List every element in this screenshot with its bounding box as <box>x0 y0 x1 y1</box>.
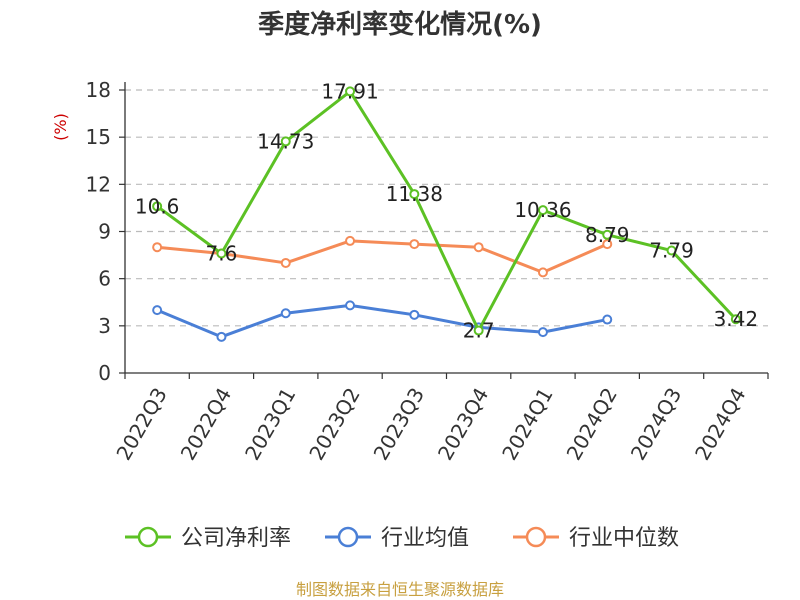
series-1-point-6 <box>537 327 548 338</box>
data-label-5: 2.7 <box>463 319 495 343</box>
series-0-point-8 <box>666 245 677 256</box>
series-2-point-6 <box>537 267 548 278</box>
series-0 <box>152 86 741 336</box>
series-1-point-1 <box>216 331 227 342</box>
series-0-point-0 <box>152 201 163 212</box>
series-1-point-0 <box>152 305 163 316</box>
series-0-point-9 <box>730 314 741 325</box>
series-0-point-1 <box>216 248 227 259</box>
series-group <box>152 86 741 342</box>
data-label-3: 17.91 <box>321 79 378 103</box>
data-label-1: 7.6 <box>206 242 238 266</box>
data-label-2: 14.73 <box>257 129 314 153</box>
data-label-4: 11.38 <box>386 182 443 206</box>
legend-label-1: 行业均值 <box>381 526 469 551</box>
legend-label-0: 公司净利率 <box>181 526 291 551</box>
series-0-point-6 <box>537 205 548 216</box>
legend-item-1[interactable]: 行业均值 <box>325 526 469 551</box>
series-2-point-4 <box>409 239 420 250</box>
x-tick-label-1: 2022Q4 <box>176 384 236 465</box>
y-axis-ticks: 0 3 6 9 12 15 18 <box>86 78 125 385</box>
y-tick-label-5: 15 <box>86 125 111 149</box>
series-2-point-5 <box>473 242 484 253</box>
series-2-point-3 <box>345 235 356 246</box>
legend-marker-0 <box>137 526 159 548</box>
data-label-8: 7.79 <box>649 239 694 263</box>
series-1 <box>152 300 613 342</box>
legend-label-2: 行业中位数 <box>569 526 679 551</box>
y-axis-label: (%) <box>51 113 70 141</box>
x-tick-label-8: 2024Q3 <box>626 384 686 465</box>
chart-title: 季度净利率变化情况(%) <box>258 9 542 40</box>
y-tick-label-0: 0 <box>98 361 111 385</box>
legend-item-2[interactable]: 行业中位数 <box>513 526 679 551</box>
legend-marker-2 <box>525 526 547 548</box>
legend-item-0[interactable]: 公司净利率 <box>125 526 291 551</box>
y-tick-label-6: 18 <box>86 78 111 102</box>
x-tick-label-5: 2023Q4 <box>433 384 493 465</box>
x-tick-label-9: 2024Q4 <box>690 384 750 465</box>
series-1-point-4 <box>409 309 420 320</box>
data-label-6: 10.36 <box>514 198 571 222</box>
y-tick-label-2: 6 <box>98 267 111 291</box>
series-2-point-2 <box>280 257 291 268</box>
series-2-point-7 <box>602 239 613 250</box>
x-axis-ticks: 2022Q3 2022Q4 2023Q1 2023Q2 2023Q3 2023Q4 2024… <box>111 373 769 465</box>
y-tick-label-4: 12 <box>86 172 111 196</box>
data-label-0: 10.6 <box>135 194 180 218</box>
legend[interactable]: 公司净利率 行业均值 行业中位数 <box>125 526 679 551</box>
series-line-1 <box>156 303 608 339</box>
series-0-point-7 <box>602 229 613 240</box>
series-1-point-7 <box>602 314 613 325</box>
x-tick-label-6: 2024Q1 <box>497 384 557 465</box>
x-tick-label-7: 2024Q2 <box>562 384 622 465</box>
series-0-point-3 <box>345 86 356 97</box>
series-line-2 <box>157 239 608 274</box>
axes <box>124 82 768 374</box>
x-tick-label-2: 2023Q1 <box>240 384 300 465</box>
series-1-point-2 <box>280 308 291 319</box>
x-tick-label-0: 2022Q3 <box>111 384 171 465</box>
series-1-point-3 <box>345 300 356 311</box>
series-0-point-4 <box>409 189 420 200</box>
source-note: 制图数据来自恒生聚源数据库 <box>296 580 504 599</box>
series-line-0 <box>156 89 737 333</box>
y-tick-label-3: 9 <box>98 220 111 244</box>
data-labels: 10.6 7.6 14.73 17.91 11.38 2.7 10.36 8.79 7.79 3.… <box>135 79 758 342</box>
x-tick-label-3: 2023Q2 <box>304 384 364 465</box>
data-label-9: 3.42 <box>714 307 759 331</box>
series-0-point-5 <box>473 325 484 336</box>
x-tick-label-4: 2023Q3 <box>369 384 429 465</box>
series-0-point-2 <box>280 136 291 147</box>
data-label-7: 8.79 <box>585 223 630 247</box>
series-2-point-0 <box>152 242 163 253</box>
legend-marker-1 <box>337 526 359 548</box>
y-tick-label-1: 3 <box>98 314 111 338</box>
gridlines <box>125 89 768 327</box>
